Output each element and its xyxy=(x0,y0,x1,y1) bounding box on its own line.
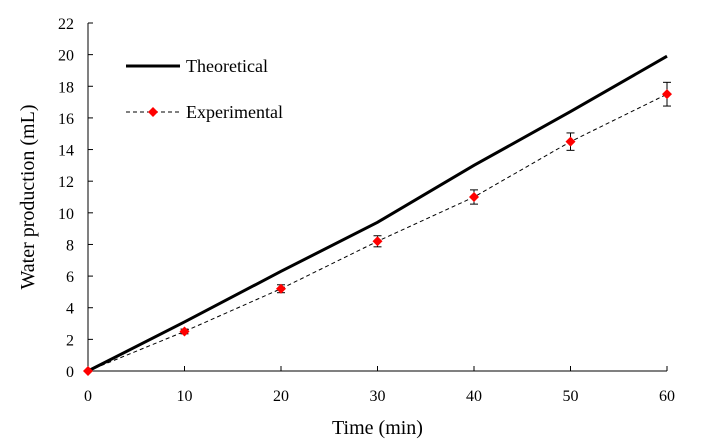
data-point xyxy=(276,283,286,294)
legend-marker xyxy=(148,107,158,117)
x-tick-label: 50 xyxy=(563,388,579,405)
x-axis-title: Time (min) xyxy=(332,417,423,439)
y-tick-label: 2 xyxy=(66,332,74,349)
y-tick-label: 18 xyxy=(58,79,74,96)
x-tick-label: 10 xyxy=(177,388,193,405)
data-point xyxy=(565,136,576,147)
series-line-1 xyxy=(87,93,668,372)
data-point xyxy=(179,326,190,337)
x-tick-label: 20 xyxy=(273,388,289,405)
y-tick-label: 14 xyxy=(58,143,74,160)
legend-label-1: Experimental xyxy=(186,102,283,122)
x-tick-label: 60 xyxy=(659,388,675,405)
y-tick-label: 8 xyxy=(66,237,74,254)
plot-area xyxy=(83,54,672,376)
legend: Theoretical Experimental xyxy=(126,56,283,122)
y-tick-label: 22 xyxy=(58,16,74,33)
legend-label-0: Theoretical xyxy=(186,56,268,76)
series-line-0 xyxy=(87,54,668,373)
y-tick-label: 6 xyxy=(66,269,74,286)
y-tick-label: 16 xyxy=(58,111,74,128)
y-tick-label: 4 xyxy=(66,301,74,318)
axes: 0 2 4 6 8 10 12 14 16 18 20 22 0 10 20 30 40 50 60 xyxy=(58,16,675,405)
x-tick-label: 30 xyxy=(370,388,386,405)
data-point xyxy=(662,89,672,100)
x-tick-label: 0 xyxy=(84,388,92,405)
y-tick-label: 10 xyxy=(58,206,74,223)
y-tick-label: 12 xyxy=(58,174,74,191)
y-axis-title: Water production (mL) xyxy=(17,105,39,290)
data-point xyxy=(469,192,479,202)
y-tick-label: 20 xyxy=(58,48,74,65)
y-tick-label: 0 xyxy=(66,364,74,381)
x-tick-label: 40 xyxy=(466,388,482,405)
data-point xyxy=(372,236,383,247)
data-point xyxy=(83,366,93,376)
